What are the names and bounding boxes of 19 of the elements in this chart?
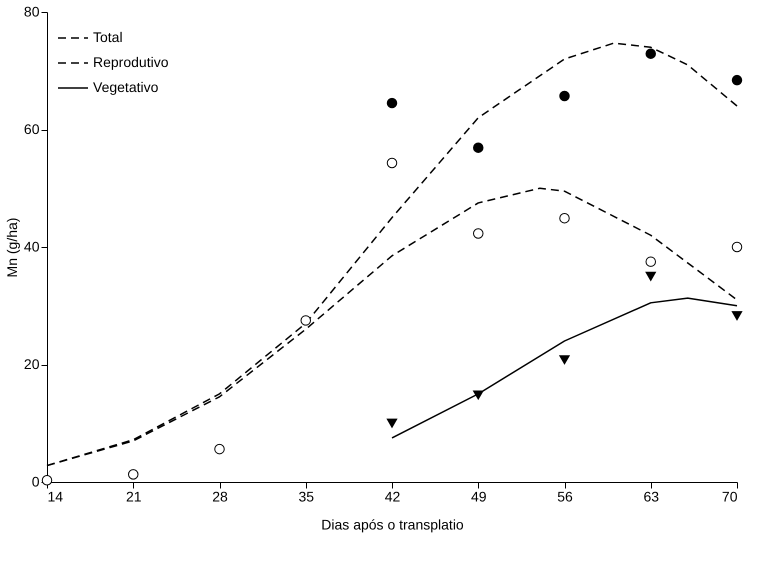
y-tick-label: 40 <box>24 238 40 254</box>
x-tick-label: 42 <box>384 488 400 504</box>
x-axis-title: Dias após o transplatio <box>321 516 464 532</box>
x-tick-label: 63 <box>643 488 660 504</box>
x-tick-label: 49 <box>470 488 487 504</box>
legend-label: Vegetativo <box>93 79 159 95</box>
y-tick-label: 20 <box>24 356 40 372</box>
x-tick-label: 35 <box>298 488 314 504</box>
legend-label: Total <box>93 29 123 45</box>
x-tick-label: 14 <box>48 488 64 504</box>
x-tick-label: 56 <box>557 488 573 504</box>
x-tick-label: 28 <box>212 488 228 504</box>
y-axis-title: Mn (g/ha) <box>4 218 20 278</box>
x-tick-label: 70 <box>722 488 738 504</box>
y-tick-label: 60 <box>24 121 40 137</box>
y-tick-label: 0 <box>32 474 40 490</box>
legend-label: Reprodutivo <box>93 54 169 70</box>
x-tick-label: 21 <box>126 488 142 504</box>
y-tick-label: 80 <box>24 4 40 20</box>
